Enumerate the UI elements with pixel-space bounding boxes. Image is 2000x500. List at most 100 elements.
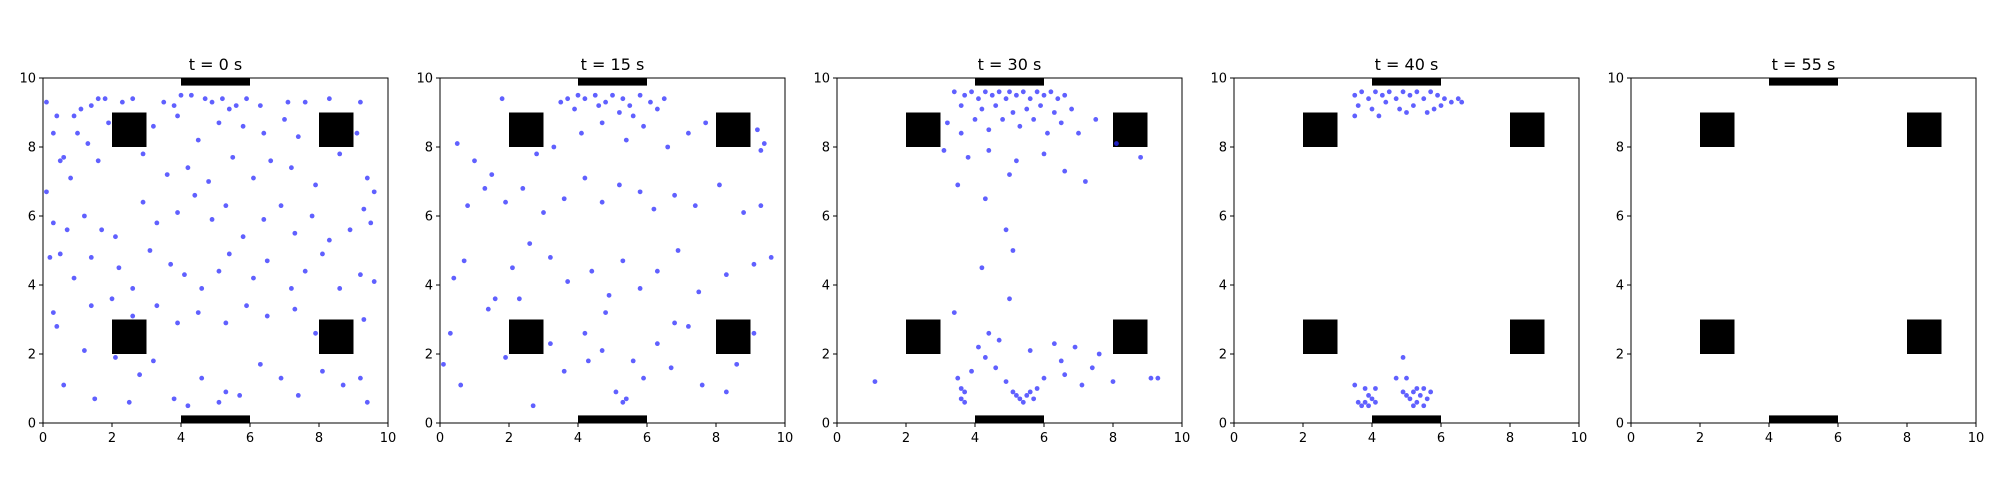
data-point bbox=[976, 96, 981, 102]
data-point bbox=[962, 92, 968, 98]
data-point bbox=[185, 403, 191, 409]
data-point bbox=[168, 261, 174, 267]
data-point bbox=[485, 306, 491, 312]
data-point bbox=[472, 158, 477, 164]
obstacle-block bbox=[1510, 112, 1545, 147]
data-point bbox=[50, 130, 56, 136]
data-point bbox=[320, 251, 325, 257]
data-point bbox=[289, 165, 294, 171]
data-point bbox=[302, 268, 308, 274]
data-point bbox=[654, 268, 660, 274]
data-point bbox=[1041, 151, 1047, 157]
data-point bbox=[130, 96, 136, 102]
data-point bbox=[1366, 403, 1371, 409]
x-tick-label: 8 bbox=[315, 431, 323, 446]
data-point bbox=[1438, 103, 1444, 108]
data-point bbox=[257, 103, 263, 108]
data-point bbox=[364, 175, 370, 181]
data-point bbox=[1014, 158, 1019, 164]
data-point bbox=[1034, 89, 1040, 95]
data-point bbox=[641, 123, 646, 129]
x-tick-label: 2 bbox=[902, 431, 910, 446]
data-point bbox=[1369, 106, 1375, 112]
data-point bbox=[209, 217, 215, 222]
data-point bbox=[958, 103, 964, 108]
panel-title: t = 30 s bbox=[978, 55, 1042, 74]
data-point bbox=[617, 110, 622, 115]
data-point bbox=[489, 172, 495, 178]
data-point bbox=[1093, 117, 1099, 122]
axes-frame bbox=[1630, 77, 1977, 424]
data-point bbox=[164, 172, 170, 178]
data-point bbox=[226, 251, 232, 257]
data-point bbox=[88, 255, 94, 260]
data-point bbox=[637, 286, 643, 291]
obstacle-block bbox=[1303, 319, 1338, 354]
data-point bbox=[672, 192, 677, 198]
data-point bbox=[451, 275, 457, 281]
x-tick-label: 8 bbox=[1903, 431, 1911, 446]
data-point bbox=[240, 234, 246, 240]
data-point bbox=[603, 99, 608, 105]
x-tick-label: 6 bbox=[1040, 431, 1048, 446]
data-point bbox=[309, 213, 315, 219]
x-tick-label: 4 bbox=[574, 431, 582, 446]
obstacle-block bbox=[319, 112, 354, 147]
data-point bbox=[996, 337, 1002, 343]
data-point bbox=[969, 368, 974, 374]
data-point bbox=[261, 217, 267, 222]
exit-top bbox=[1769, 78, 1838, 86]
data-point bbox=[226, 106, 232, 112]
data-point bbox=[1058, 120, 1064, 126]
data-point bbox=[175, 113, 180, 119]
data-point bbox=[223, 203, 229, 209]
data-point bbox=[599, 199, 605, 205]
data-point bbox=[592, 92, 598, 98]
data-point bbox=[1393, 375, 1399, 381]
y-tick-label: 2 bbox=[1219, 348, 1227, 363]
data-point bbox=[599, 120, 605, 126]
data-point bbox=[696, 289, 702, 295]
data-point bbox=[68, 175, 73, 181]
data-point bbox=[1359, 403, 1365, 409]
data-point bbox=[358, 99, 363, 105]
data-point bbox=[264, 258, 270, 264]
panel-3: t = 40 s 0 2 4 6 8 10 0 2 4 6 8 10 bbox=[1210, 55, 1587, 446]
data-point bbox=[675, 248, 681, 253]
panel-2: t = 30 s 0 2 4 6 8 10 0 2 4 6 8 10 bbox=[813, 55, 1190, 446]
data-point bbox=[1051, 110, 1057, 115]
data-point bbox=[955, 375, 961, 381]
data-point bbox=[292, 230, 298, 236]
data-point bbox=[313, 182, 318, 188]
data-point bbox=[623, 137, 629, 143]
data-point bbox=[354, 130, 360, 136]
data-point bbox=[1014, 393, 1019, 398]
data-point bbox=[958, 130, 964, 136]
y-tick-label: 10 bbox=[813, 72, 830, 87]
data-point bbox=[302, 99, 308, 105]
data-point bbox=[1041, 92, 1047, 98]
data-point bbox=[692, 203, 698, 209]
data-point bbox=[1079, 382, 1085, 388]
x-tick-label: 2 bbox=[108, 431, 116, 446]
data-point bbox=[1417, 393, 1423, 398]
data-point bbox=[244, 303, 249, 309]
data-point bbox=[699, 382, 705, 388]
obstacle-block bbox=[1907, 319, 1942, 354]
data-point bbox=[1017, 123, 1023, 129]
data-point bbox=[1058, 358, 1064, 364]
data-point bbox=[565, 96, 571, 102]
axes-frame bbox=[42, 77, 389, 424]
data-point bbox=[1034, 386, 1040, 391]
data-point bbox=[278, 203, 284, 209]
y-tick-label: 8 bbox=[1616, 141, 1624, 156]
data-point bbox=[761, 141, 767, 146]
data-point bbox=[109, 296, 115, 302]
data-point bbox=[654, 341, 660, 347]
x-tick-label: 0 bbox=[436, 431, 444, 446]
data-point bbox=[371, 279, 377, 284]
data-point bbox=[140, 199, 146, 205]
data-point bbox=[216, 268, 222, 274]
obstacle-block bbox=[1113, 112, 1148, 147]
